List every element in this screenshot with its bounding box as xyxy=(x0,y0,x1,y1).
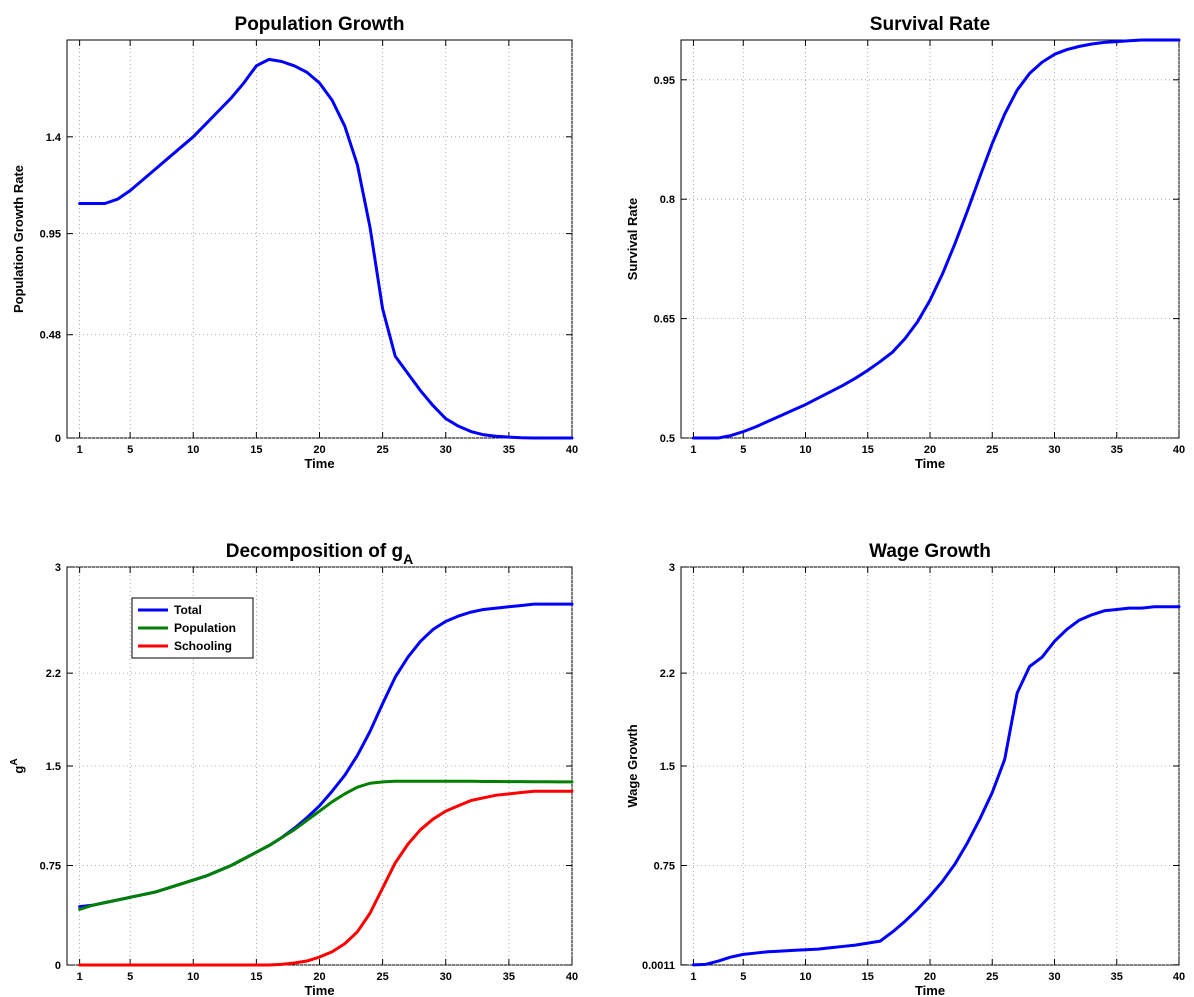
legend-entry: Population xyxy=(174,621,236,635)
x-tick-label: 5 xyxy=(127,971,133,983)
y-tick-label: 1.5 xyxy=(46,761,61,773)
x-tick-label: 5 xyxy=(740,971,746,983)
x-tick-label: 25 xyxy=(377,444,389,456)
x-tick-label: 35 xyxy=(503,444,515,456)
chart-title: Population Growth xyxy=(235,14,405,35)
y-tick-label: 0.5 xyxy=(660,433,675,445)
plot-area xyxy=(66,39,573,439)
y-axis-label: Population Growth Rate xyxy=(11,165,26,313)
x-tick-label: 5 xyxy=(127,444,133,456)
x-tick-label: 25 xyxy=(986,971,998,983)
x-tick-label: 35 xyxy=(1111,444,1123,456)
chart-title: Wage Growth xyxy=(869,541,991,562)
series-line xyxy=(691,38,1181,440)
x-tick-label: 15 xyxy=(250,971,262,983)
y-tick-label: 3 xyxy=(669,562,675,574)
x-tick-label: 35 xyxy=(1111,971,1123,983)
x-tick-label: 40 xyxy=(1173,971,1185,983)
x-axis-label: Time xyxy=(304,983,334,997)
x-tick-label: 40 xyxy=(566,971,578,983)
x-tick-label: 20 xyxy=(924,971,936,983)
y-tick-label: 2.2 xyxy=(660,668,675,680)
x-tick-label: 10 xyxy=(187,444,199,456)
chart-title-subscript: A xyxy=(403,551,413,567)
chart-title-text: Survival Rate xyxy=(870,14,990,35)
y-axis-label-text: g xyxy=(11,766,26,774)
y-tick-label: 2.2 xyxy=(46,668,61,680)
x-tick-label: 40 xyxy=(1173,444,1185,456)
y-axis-label: gA xyxy=(9,758,26,773)
y-tick-label: 1.5 xyxy=(660,761,675,773)
y-tick-label: 0 xyxy=(55,960,61,972)
y-tick-label: 3 xyxy=(55,562,61,574)
x-tick-label: 30 xyxy=(1048,444,1060,456)
x-tick-label: 1 xyxy=(77,971,83,983)
chart-title-text: Population Growth xyxy=(235,14,405,35)
x-tick-label: 30 xyxy=(1048,971,1060,983)
y-tick-label: 0.75 xyxy=(40,861,61,873)
x-tick-label: 10 xyxy=(799,971,811,983)
series-line xyxy=(691,605,1181,967)
series-line-schooling xyxy=(78,789,574,967)
chart-title: Decomposition of gA xyxy=(226,541,413,567)
y-tick-label: 0 xyxy=(55,433,61,445)
series-line xyxy=(78,57,574,440)
y-tick-label: 0.95 xyxy=(40,229,61,241)
x-tick-label: 20 xyxy=(924,444,936,456)
x-tick-label: 5 xyxy=(740,444,746,456)
x-tick-label: 30 xyxy=(440,971,452,983)
x-tick-label: 1 xyxy=(690,444,696,456)
x-tick-label: 15 xyxy=(862,444,874,456)
y-axis-label-text: Population Growth Rate xyxy=(11,165,26,313)
x-axis-label: Time xyxy=(915,983,945,997)
plot-area xyxy=(680,39,1180,439)
x-axis-label: Time xyxy=(304,456,334,471)
y-tick-label: 0.48 xyxy=(40,330,61,342)
y-axis-label: Wage Growth xyxy=(625,724,640,807)
chart-title-text: Decomposition of g xyxy=(226,541,403,562)
x-tick-label: 1 xyxy=(690,971,696,983)
x-tick-label: 25 xyxy=(377,971,389,983)
chart-title: Survival Rate xyxy=(870,14,990,35)
y-tick-label: 1.4 xyxy=(46,132,62,144)
series-line-population xyxy=(78,779,574,911)
x-tick-label: 25 xyxy=(986,444,998,456)
x-tick-label: 20 xyxy=(313,444,325,456)
legend-entry: Total xyxy=(174,603,202,617)
x-tick-label: 20 xyxy=(313,971,325,983)
y-axis-label-superscript: A xyxy=(9,758,20,765)
y-tick-label: 0.65 xyxy=(654,314,675,326)
x-tick-label: 40 xyxy=(566,444,578,456)
x-tick-label: 10 xyxy=(799,444,811,456)
y-axis-label: Survival Rate xyxy=(625,198,640,280)
x-tick-label: 15 xyxy=(862,971,874,983)
legend-entry: Schooling xyxy=(174,639,232,653)
x-tick-label: 35 xyxy=(503,971,515,983)
x-tick-label: 10 xyxy=(187,971,199,983)
chart-title-text: Wage Growth xyxy=(869,541,991,562)
x-tick-label: 30 xyxy=(440,444,452,456)
y-tick-label: 0.8 xyxy=(660,194,675,206)
x-tick-label: 1 xyxy=(77,444,83,456)
x-tick-label: 15 xyxy=(250,444,262,456)
legend: Total Population Schooling xyxy=(131,597,254,659)
y-tick-label: 0.75 xyxy=(654,861,675,873)
y-tick-label: 0.0011 xyxy=(642,960,675,972)
y-tick-label: 0.95 xyxy=(654,75,675,87)
y-axis-label-text: Wage Growth xyxy=(625,724,640,807)
x-axis-label: Time xyxy=(915,456,945,471)
chart-panel-3: 1 5 10 15 20 25 30 35 4000.751.52.23Decompositio… xyxy=(9,541,578,997)
y-axis-label-text: Survival Rate xyxy=(625,198,640,280)
